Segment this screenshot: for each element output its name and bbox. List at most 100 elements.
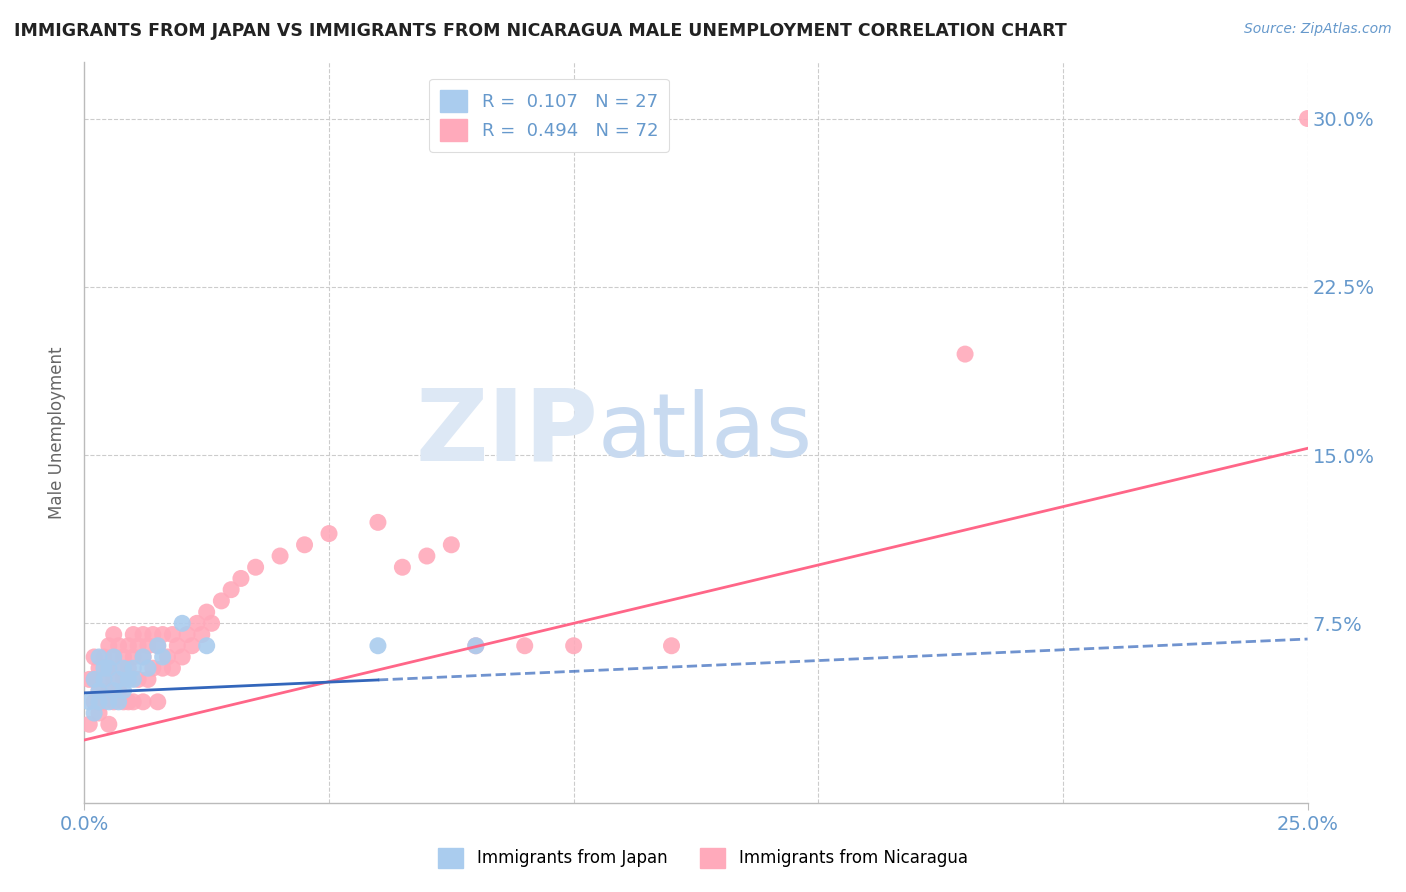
Point xyxy=(103,650,125,665)
Point xyxy=(142,627,165,641)
Point xyxy=(87,683,110,698)
Point xyxy=(152,650,174,665)
Point xyxy=(87,706,110,720)
Point xyxy=(103,673,125,687)
Point xyxy=(132,650,155,665)
Point xyxy=(93,650,115,665)
Point xyxy=(269,549,291,563)
Point xyxy=(146,639,169,653)
Point xyxy=(367,516,389,530)
Point xyxy=(93,661,115,675)
Point xyxy=(464,639,486,653)
Point xyxy=(464,639,486,653)
Point xyxy=(186,616,208,631)
Point xyxy=(181,639,204,653)
Point xyxy=(166,639,188,653)
Point xyxy=(97,639,120,653)
Point xyxy=(112,650,135,665)
Point xyxy=(83,706,105,720)
Point xyxy=(172,650,194,665)
Point xyxy=(132,695,155,709)
Point xyxy=(219,582,242,597)
Point xyxy=(97,683,120,698)
Point xyxy=(83,673,105,687)
Point xyxy=(156,650,179,665)
Point xyxy=(103,695,125,709)
Point xyxy=(107,639,129,653)
Point xyxy=(122,661,145,675)
Point xyxy=(117,639,139,653)
Point xyxy=(93,673,115,687)
Point xyxy=(83,695,105,709)
Point xyxy=(87,650,110,665)
Point xyxy=(562,639,585,653)
Point xyxy=(77,673,100,687)
Point xyxy=(294,538,316,552)
Point xyxy=(97,661,120,675)
Point xyxy=(209,594,232,608)
Point xyxy=(195,639,218,653)
Point xyxy=(122,695,145,709)
Point xyxy=(83,673,105,687)
Point xyxy=(112,673,135,687)
Point xyxy=(136,661,159,675)
Point xyxy=(77,717,100,731)
Point xyxy=(112,695,135,709)
Point xyxy=(107,695,129,709)
Point xyxy=(127,673,149,687)
Point xyxy=(245,560,267,574)
Text: Source: ZipAtlas.com: Source: ZipAtlas.com xyxy=(1244,22,1392,37)
Point xyxy=(107,661,129,675)
Point xyxy=(200,616,222,631)
Y-axis label: Male Unemployment: Male Unemployment xyxy=(48,346,66,519)
Point xyxy=(87,661,110,675)
Point xyxy=(103,683,125,698)
Point xyxy=(318,526,340,541)
Point xyxy=(191,627,214,641)
Point xyxy=(146,695,169,709)
Point xyxy=(132,627,155,641)
Point xyxy=(440,538,463,552)
Point xyxy=(83,650,105,665)
Point xyxy=(513,639,536,653)
Point xyxy=(1296,112,1319,126)
Point xyxy=(97,717,120,731)
Point xyxy=(391,560,413,574)
Point xyxy=(162,627,184,641)
Text: atlas: atlas xyxy=(598,389,813,476)
Point xyxy=(97,695,120,709)
Point xyxy=(172,616,194,631)
Point xyxy=(107,673,129,687)
Point xyxy=(93,695,115,709)
Point xyxy=(103,627,125,641)
Point xyxy=(367,639,389,653)
Point xyxy=(93,673,115,687)
Point xyxy=(117,695,139,709)
Point xyxy=(229,571,252,585)
Point xyxy=(112,683,135,698)
Point xyxy=(127,639,149,653)
Point xyxy=(122,650,145,665)
Point xyxy=(122,673,145,687)
Point xyxy=(122,627,145,641)
Point xyxy=(152,661,174,675)
Point xyxy=(87,695,110,709)
Point xyxy=(661,639,683,653)
Text: IMMIGRANTS FROM JAPAN VS IMMIGRANTS FROM NICARAGUA MALE UNEMPLOYMENT CORRELATION: IMMIGRANTS FROM JAPAN VS IMMIGRANTS FROM… xyxy=(14,22,1067,40)
Point xyxy=(142,661,165,675)
Point xyxy=(136,673,159,687)
Point xyxy=(132,650,155,665)
Point xyxy=(176,627,198,641)
Point xyxy=(152,627,174,641)
Point xyxy=(107,683,129,698)
Point xyxy=(136,639,159,653)
Point xyxy=(146,639,169,653)
Point xyxy=(416,549,439,563)
Point xyxy=(77,695,100,709)
Point xyxy=(112,661,135,675)
Point xyxy=(87,683,110,698)
Point xyxy=(195,605,218,619)
Point xyxy=(162,661,184,675)
Legend: R =  0.107   N = 27, R =  0.494   N = 72: R = 0.107 N = 27, R = 0.494 N = 72 xyxy=(429,78,669,152)
Point xyxy=(103,650,125,665)
